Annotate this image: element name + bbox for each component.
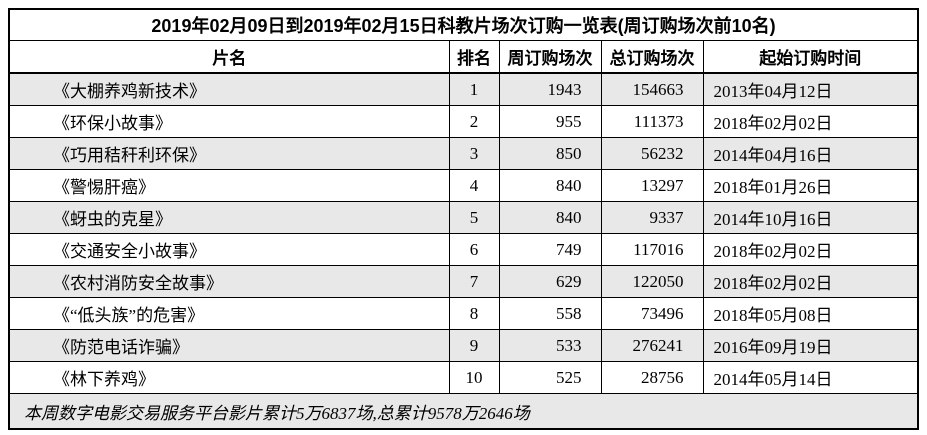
film-name-cell: 《环保小故事》 xyxy=(8,105,450,138)
weekly-orders-cell: 533 xyxy=(498,329,602,362)
total-orders-cell: 117016 xyxy=(600,233,704,266)
rank-cell: 10 xyxy=(448,361,500,394)
rank-cell: 6 xyxy=(448,233,500,266)
column-header-weekly-orders: 周订购场次 xyxy=(498,40,602,74)
film-name-cell: 《警惕肝癌》 xyxy=(8,169,450,202)
start-date-cell: 2014年10月16日 xyxy=(702,201,919,234)
table-row: 《警惕肝癌》 4 840 13297 2018年01月26日 xyxy=(8,169,919,202)
table-row: 《环保小故事》 2 955 111373 2018年02月02日 xyxy=(8,105,919,138)
table-row: 《“低头族”的危害》 8 558 73496 2018年05月08日 xyxy=(8,297,919,330)
film-name-cell: 《巧用秸秆利环保》 xyxy=(8,137,450,170)
table-row: 《蚜虫的克星》 5 840 9337 2014年10月16日 xyxy=(8,201,919,234)
total-orders-cell: 111373 xyxy=(600,105,704,138)
table-title-row: 2019年02月09日到2019年02月15日科教片场次订购一览表(周订购场次前… xyxy=(8,8,919,41)
rank-cell: 7 xyxy=(448,265,500,298)
film-name-cell: 《交通安全小故事》 xyxy=(8,233,450,266)
table-title: 2019年02月09日到2019年02月15日科教片场次订购一览表(周订购场次前… xyxy=(8,8,919,41)
total-orders-cell: 9337 xyxy=(600,201,704,234)
film-name-cell: 《农村消防安全故事》 xyxy=(8,265,450,298)
start-date-cell: 2013年04月12日 xyxy=(702,72,919,106)
weekly-orders-cell: 840 xyxy=(498,201,602,234)
rank-cell: 2 xyxy=(448,105,500,138)
film-name-cell: 《大棚养鸡新技术》 xyxy=(8,72,450,106)
table-row: 《交通安全小故事》 6 749 117016 2018年02月02日 xyxy=(8,233,919,266)
column-header-film-name: 片名 xyxy=(8,40,450,74)
table-row: 《大棚养鸡新技术》 1 1943 154663 2013年04月12日 xyxy=(8,72,919,106)
weekly-orders-cell: 1943 xyxy=(498,72,602,106)
column-header-start-date: 起始订购时间 xyxy=(702,40,919,74)
table-footer-summary: 本周数字电影交易服务平台影片累计5万6837场,总累计9578万2646场 xyxy=(8,393,919,430)
total-orders-cell: 122050 xyxy=(600,265,704,298)
total-orders-cell: 56232 xyxy=(600,137,704,170)
table-row: 《防范电话诈骗》 9 533 276241 2016年09月19日 xyxy=(8,329,919,362)
start-date-cell: 2018年01月26日 xyxy=(702,169,919,202)
table-header-row: 片名 排名 周订购场次 总订购场次 起始订购时间 xyxy=(8,40,919,74)
total-orders-cell: 28756 xyxy=(600,361,704,394)
start-date-cell: 2014年05月14日 xyxy=(702,361,919,394)
weekly-orders-cell: 850 xyxy=(498,137,602,170)
start-date-cell: 2016年09月19日 xyxy=(702,329,919,362)
start-date-cell: 2018年02月02日 xyxy=(702,105,919,138)
film-name-cell: 《林下养鸡》 xyxy=(8,361,450,394)
total-orders-cell: 154663 xyxy=(600,72,704,106)
start-date-cell: 2018年02月02日 xyxy=(702,233,919,266)
total-orders-cell: 13297 xyxy=(600,169,704,202)
table-row: 《巧用秸秆利环保》 3 850 56232 2014年04月16日 xyxy=(8,137,919,170)
rank-cell: 4 xyxy=(448,169,500,202)
start-date-cell: 2018年05月08日 xyxy=(702,297,919,330)
weekly-orders-cell: 558 xyxy=(498,297,602,330)
total-orders-cell: 276241 xyxy=(600,329,704,362)
film-name-cell: 《防范电话诈骗》 xyxy=(8,329,450,362)
start-date-cell: 2018年02月02日 xyxy=(702,265,919,298)
table-footer-row: 本周数字电影交易服务平台影片累计5万6837场,总累计9578万2646场 xyxy=(8,393,919,430)
film-name-cell: 《“低头族”的危害》 xyxy=(8,297,450,330)
weekly-orders-cell: 840 xyxy=(498,169,602,202)
weekly-orders-cell: 525 xyxy=(498,361,602,394)
start-date-cell: 2014年04月16日 xyxy=(702,137,919,170)
total-orders-cell: 73496 xyxy=(600,297,704,330)
weekly-orders-cell: 749 xyxy=(498,233,602,266)
film-name-cell: 《蚜虫的克星》 xyxy=(8,201,450,234)
orders-table: 2019年02月09日到2019年02月15日科教片场次订购一览表(周订购场次前… xyxy=(8,8,920,430)
weekly-orders-cell: 955 xyxy=(498,105,602,138)
column-header-total-orders: 总订购场次 xyxy=(600,40,704,74)
column-header-rank: 排名 xyxy=(448,40,500,74)
rank-cell: 1 xyxy=(448,72,500,106)
rank-cell: 3 xyxy=(448,137,500,170)
rank-cell: 9 xyxy=(448,329,500,362)
rank-cell: 5 xyxy=(448,201,500,234)
weekly-orders-cell: 629 xyxy=(498,265,602,298)
rank-cell: 8 xyxy=(448,297,500,330)
table-row: 《林下养鸡》 10 525 28756 2014年05月14日 xyxy=(8,361,919,394)
table-row: 《农村消防安全故事》 7 629 122050 2018年02月02日 xyxy=(8,265,919,298)
